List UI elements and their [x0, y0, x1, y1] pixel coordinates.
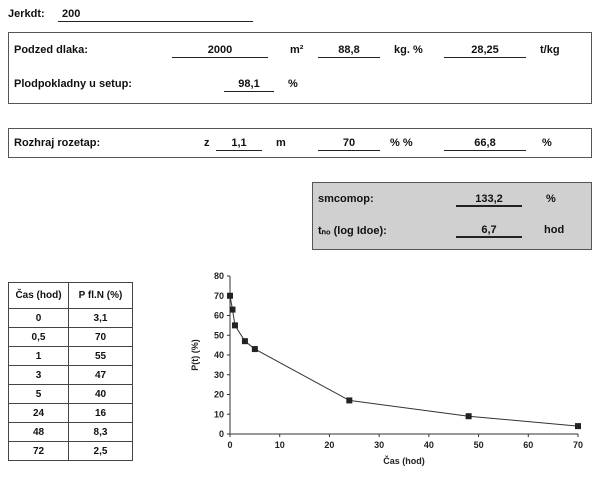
row1-value3[interactable]: 28,25 — [444, 44, 526, 58]
row3-value2[interactable]: 70 — [318, 137, 380, 151]
result2-value: 6,7 — [456, 224, 522, 238]
input-panel — [8, 32, 592, 104]
x-tick-label: 50 — [474, 440, 484, 450]
result1-unit: % — [546, 193, 556, 205]
x-tick-label: 40 — [424, 440, 434, 450]
result1-label: smcomop: — [318, 193, 374, 205]
table-cell[interactable]: 48 — [8, 422, 69, 442]
chart-ticks: 0 10 20 30 40 50 60 70 0 10 20 30 40 50 60 70 80 — [214, 271, 583, 450]
y-tick-label: 50 — [214, 330, 224, 340]
row1-unit3: t/kg — [540, 44, 560, 56]
row1-unit2: kg. % — [394, 44, 423, 56]
table-header-value: P fl.N (%) — [68, 282, 133, 309]
table-row: 24 16 — [8, 403, 133, 423]
data-table: Čas (hod) P fl.N (%) 0 3,1 0,5 70 1 55 3 47 … — [8, 282, 133, 461]
x-tick-label: 60 — [523, 440, 533, 450]
table-cell[interactable]: 24 — [8, 403, 69, 423]
decay-chart: 0 10 20 30 40 50 60 70 0 10 20 30 40 50 60 70 80 Čas (ho… — [190, 271, 583, 466]
setting-panel — [8, 128, 592, 158]
table-row: 5 40 — [8, 384, 133, 404]
row1-value2[interactable]: 88,8 — [318, 44, 380, 58]
trend-line — [229, 295, 579, 427]
result1-value: 133,2 — [456, 193, 522, 207]
table-row: 72 2,5 — [8, 441, 133, 461]
row2-label: Plodpokladny u setup: — [14, 78, 132, 90]
x-tick-label: 0 — [227, 440, 232, 450]
table-cell[interactable]: 5 — [8, 384, 69, 404]
data-point — [575, 423, 581, 430]
y-tick-label: 80 — [214, 271, 224, 281]
table-cell[interactable]: 55 — [68, 346, 133, 366]
chart-axes — [229, 276, 578, 435]
row3-unit2: % % — [390, 137, 413, 149]
table-row: 0 3,1 — [8, 308, 133, 328]
table-cell[interactable]: 0 — [8, 308, 69, 328]
y-tick-label: 30 — [214, 370, 224, 380]
y-tick-label: 70 — [214, 291, 224, 301]
row3-value1[interactable]: 1,1 — [216, 137, 262, 151]
result2-label: tₙₒ (log Idoe): — [318, 225, 387, 237]
data-point — [251, 346, 258, 353]
x-tick-label: 30 — [374, 440, 384, 450]
table-row: 48 8,3 — [8, 422, 133, 442]
y-axis-label: P(t) (%) — [190, 339, 200, 371]
x-axis-label: Čas (hod) — [383, 455, 425, 466]
data-point — [465, 413, 472, 420]
x-tick-label: 10 — [275, 440, 285, 450]
x-tick-label: 20 — [324, 440, 334, 450]
y-tick-label: 20 — [214, 390, 224, 400]
result2-unit: hod — [544, 224, 565, 236]
row1-value1[interactable]: 2000 — [172, 44, 268, 58]
data-point — [227, 292, 233, 299]
y-tick-label: 60 — [214, 311, 224, 321]
table-cell[interactable]: 0,5 — [8, 327, 69, 347]
table-header-time: Čas (hod) — [8, 282, 69, 309]
table-cell[interactable]: 3 — [8, 365, 69, 385]
data-point — [231, 322, 238, 329]
header-label: Jerkdt: — [8, 8, 45, 20]
header-value[interactable]: 200 — [58, 8, 253, 22]
data-point — [229, 306, 236, 313]
row2-unit: % — [288, 78, 298, 90]
row3-value3[interactable]: 66,8 — [444, 137, 526, 151]
row3-unit3: % — [542, 137, 552, 149]
row2-value[interactable]: 98,1 — [224, 78, 274, 92]
x-tick-label: 70 — [573, 440, 583, 450]
table-cell[interactable]: 16 — [68, 403, 133, 423]
table-row: 3 47 — [8, 365, 133, 385]
table-cell[interactable]: 3,1 — [68, 308, 133, 328]
row3-label: Rozhraj rozetap: — [14, 137, 101, 149]
row3-unit1: m — [276, 137, 286, 149]
row1-unit1: m² — [290, 44, 304, 56]
result-panel — [312, 182, 592, 250]
y-tick-label: 10 — [214, 409, 224, 419]
data-point — [346, 397, 353, 404]
table-header-row: Čas (hod) P fl.N (%) — [8, 282, 133, 309]
table-cell[interactable]: 8,3 — [68, 422, 133, 442]
y-tick-label: 0 — [219, 429, 224, 439]
row1-label: Podzed dlaka: — [14, 44, 88, 56]
data-point — [241, 338, 248, 345]
table-cell[interactable]: 47 — [68, 365, 133, 385]
table-cell[interactable]: 2,5 — [68, 441, 133, 461]
y-tick-label: 40 — [214, 350, 224, 360]
table-cell[interactable]: 70 — [68, 327, 133, 347]
table-cell[interactable]: 40 — [68, 384, 133, 404]
table-row: 0,5 70 — [8, 327, 133, 347]
table-row: 1 55 — [8, 346, 133, 366]
table-cell[interactable]: 1 — [8, 346, 69, 366]
row3-prefix: z — [204, 137, 210, 149]
data-points — [227, 292, 581, 430]
table-cell[interactable]: 72 — [8, 441, 69, 461]
